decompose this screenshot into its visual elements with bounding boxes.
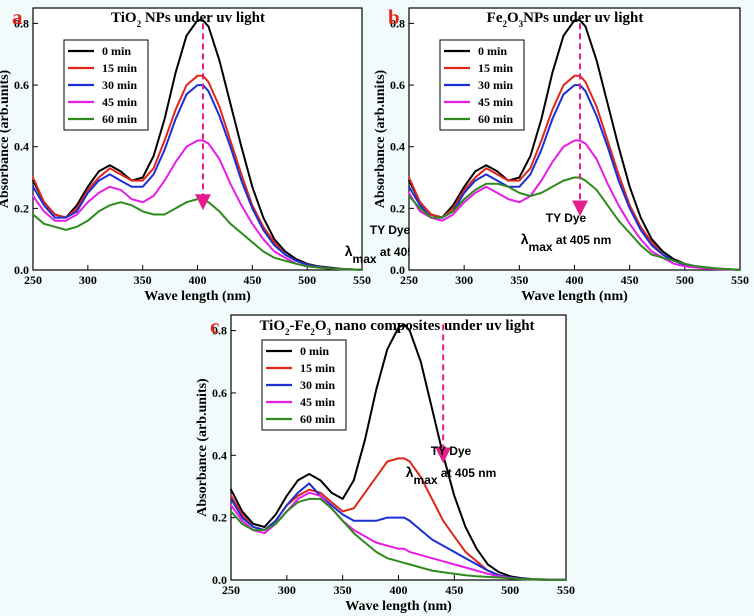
y-tick-label: 0.2 — [212, 511, 227, 525]
panel-label: c — [210, 314, 219, 338]
legend: 0 min 15 min 30 min 45 min 60 min — [63, 39, 149, 131]
annotation-dye-label: TY Dye — [431, 444, 472, 458]
x-tick-label: 250 — [222, 583, 240, 597]
legend-entry: 15 min — [478, 61, 513, 75]
y-axis-label: Absorbance (arb.units) — [373, 69, 388, 208]
x-tick-label: 250 — [400, 273, 418, 287]
chart-panel-b: 250 300 350 400 450 500 550 0.0 0.2 0.4 0.6 0.8 Wave… — [373, 5, 749, 304]
x-tick-label: 400 — [390, 583, 408, 597]
legend-entry: 45 min — [300, 395, 335, 409]
x-tick-label: 450 — [243, 273, 261, 287]
x-tick-label: 450 — [621, 273, 639, 287]
plot-frame — [408, 7, 741, 271]
y-tick-label: 0.6 — [390, 78, 405, 92]
panel-label: b — [388, 5, 400, 29]
series-line-60-min — [408, 176, 741, 271]
y-tick-label: 0.0 — [390, 263, 405, 277]
y-tick-label: 0.2 — [390, 201, 405, 215]
y-tick-label: 0.4 — [212, 448, 227, 462]
x-tick-label: 450 — [445, 583, 463, 597]
legend-entry: 60 min — [478, 112, 513, 126]
y-tick-label: 0.6 — [14, 78, 29, 92]
legend-entry: 30 min — [102, 78, 137, 92]
legend-entry: 15 min — [102, 61, 137, 75]
x-axis-label: Wave length (nm) — [521, 289, 628, 304]
y-tick-label: 0.2 — [14, 201, 29, 215]
x-tick-label: 250 — [24, 273, 42, 287]
y-axis-label: Absorbance (arb.units) — [195, 378, 210, 517]
y-tick-label: 0.4 — [390, 140, 405, 154]
y-tick-label: 0.6 — [212, 386, 227, 400]
x-axis-label: Wave length (nm) — [345, 599, 452, 614]
x-tick-label: 350 — [334, 583, 352, 597]
chart-panel-c: 250 300 350 400 450 500 550 0.0 0.2 0.4 0.6 0.8 Wave… — [195, 314, 575, 614]
x-tick-label: 550 — [557, 583, 575, 597]
annotation-dye-label: TY Dye — [370, 223, 411, 237]
legend-entry: 30 min — [478, 78, 513, 92]
chart-panel-a: 250 300 350 400 450 500 550 0.0 0.2 0.4 0.6 0.8 Wave… — [0, 5, 435, 304]
y-axis-label: Absorbance (arb.units) — [0, 69, 12, 208]
x-axis-label: Wave length (nm) — [144, 289, 251, 304]
series-line-45-min — [408, 139, 741, 271]
legend-entry: 45 min — [102, 95, 137, 109]
series-line-60-min — [230, 497, 567, 581]
x-tick-label: 300 — [455, 273, 473, 287]
annotation-dye-label: TY Dye — [546, 211, 587, 225]
legend-entry: 15 min — [300, 361, 335, 375]
chart-title: Fe2O3NPs under uv light — [487, 10, 644, 29]
panel-label: a — [12, 5, 23, 29]
legend-entry: 0 min — [478, 44, 507, 58]
y-tick-label: 0.8 — [14, 16, 29, 30]
y-tick-label: 0.8 — [212, 324, 227, 338]
x-tick-label: 550 — [353, 273, 371, 287]
x-tick-label: 350 — [510, 273, 528, 287]
legend: 0 min 15 min 30 min 45 min 60 min — [261, 339, 347, 431]
x-tick-label: 400 — [189, 273, 207, 287]
x-tick-label: 300 — [79, 273, 97, 287]
legend-entry: 45 min — [478, 95, 513, 109]
series-line-0-min — [230, 323, 567, 581]
y-tick-label: 0.0 — [212, 573, 227, 587]
legend-entry: 0 min — [300, 344, 329, 358]
annotation-lambda-label: λmax at 405 nm — [521, 231, 612, 254]
y-tick-label: 0.8 — [390, 16, 405, 30]
x-tick-label: 500 — [298, 273, 316, 287]
x-tick-label: 500 — [501, 583, 519, 597]
legend-entry: 60 min — [300, 412, 335, 426]
annotation-lambda-label: λmax at 405 nm — [406, 464, 497, 487]
x-tick-label: 500 — [676, 273, 694, 287]
chart-title: TiO2-Fe2O3 nano composites under uv ligh… — [259, 318, 534, 337]
y-tick-label: 0.4 — [14, 140, 29, 154]
legend-entry: 60 min — [102, 112, 137, 126]
x-tick-label: 400 — [566, 273, 584, 287]
x-tick-label: 350 — [134, 273, 152, 287]
x-tick-label: 300 — [278, 583, 296, 597]
x-tick-label: 550 — [731, 273, 749, 287]
legend: 0 min 15 min 30 min 45 min 60 min — [439, 39, 525, 131]
series-line-30-min — [32, 84, 363, 271]
y-tick-label: 0.0 — [14, 263, 29, 277]
legend-entry: 0 min — [102, 44, 131, 58]
chart-title: TiO2 NPs under uv light — [111, 10, 265, 29]
legend-entry: 30 min — [300, 378, 335, 392]
